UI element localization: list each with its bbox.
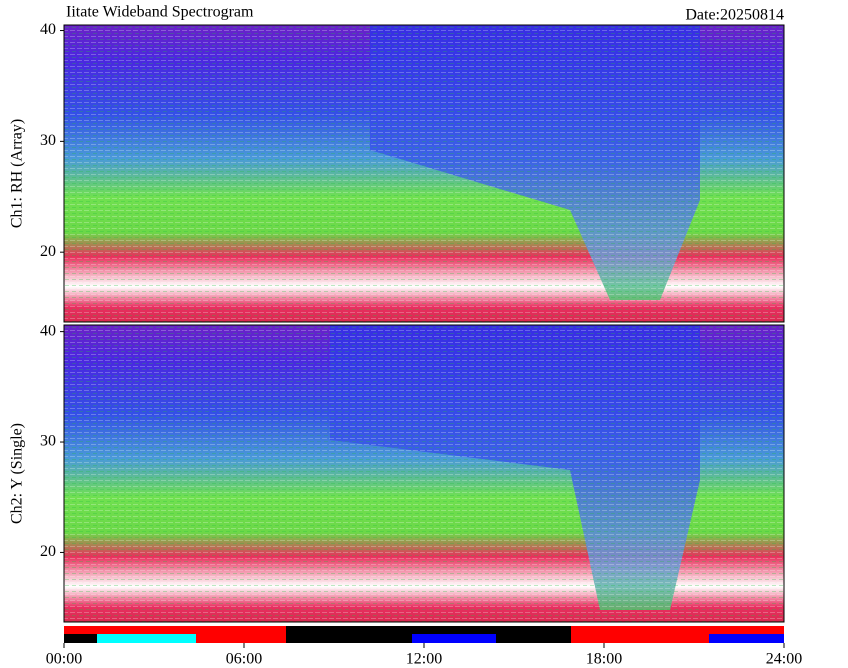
schedule-segment [64,634,97,643]
schedule-segment [196,634,286,643]
schedule-segment [571,626,784,634]
y-tick-label: 40 [40,21,56,38]
x-tick-label: 00:00 [46,651,82,668]
schedule-segment [286,634,412,643]
x-tick-label: 12:00 [406,651,442,668]
y-tick-label: 20 [40,243,56,260]
y-axis-label: Ch1: RH (Array) [9,119,26,228]
y-tick-label: 30 [40,132,56,149]
y-tick-label: 20 [40,543,56,560]
panel-2-frame [63,324,785,623]
x-tick-label: 24:00 [766,651,802,668]
schedule-segment [97,634,196,643]
x-tick-label: 18:00 [586,651,622,668]
schedule-segment [412,634,496,643]
x-tick-label: 06:00 [226,651,262,668]
panel-1-texture [64,25,784,322]
panel-2-texture [64,325,784,622]
y-tick-label: 40 [40,322,56,339]
y-tick-label: 30 [40,433,56,450]
schedule-segment [709,634,784,643]
schedule-segment [286,626,571,634]
chart-date: Date:20250814 [685,7,784,24]
schedule-segment [571,634,709,643]
panel-1-frame [63,24,785,323]
chart-title: Iitate Wideband Spectrogram [66,4,254,21]
schedule-segment [496,634,571,643]
y-axis-label: Ch2: Y (Single) [9,423,26,524]
schedule-segment [64,626,286,634]
